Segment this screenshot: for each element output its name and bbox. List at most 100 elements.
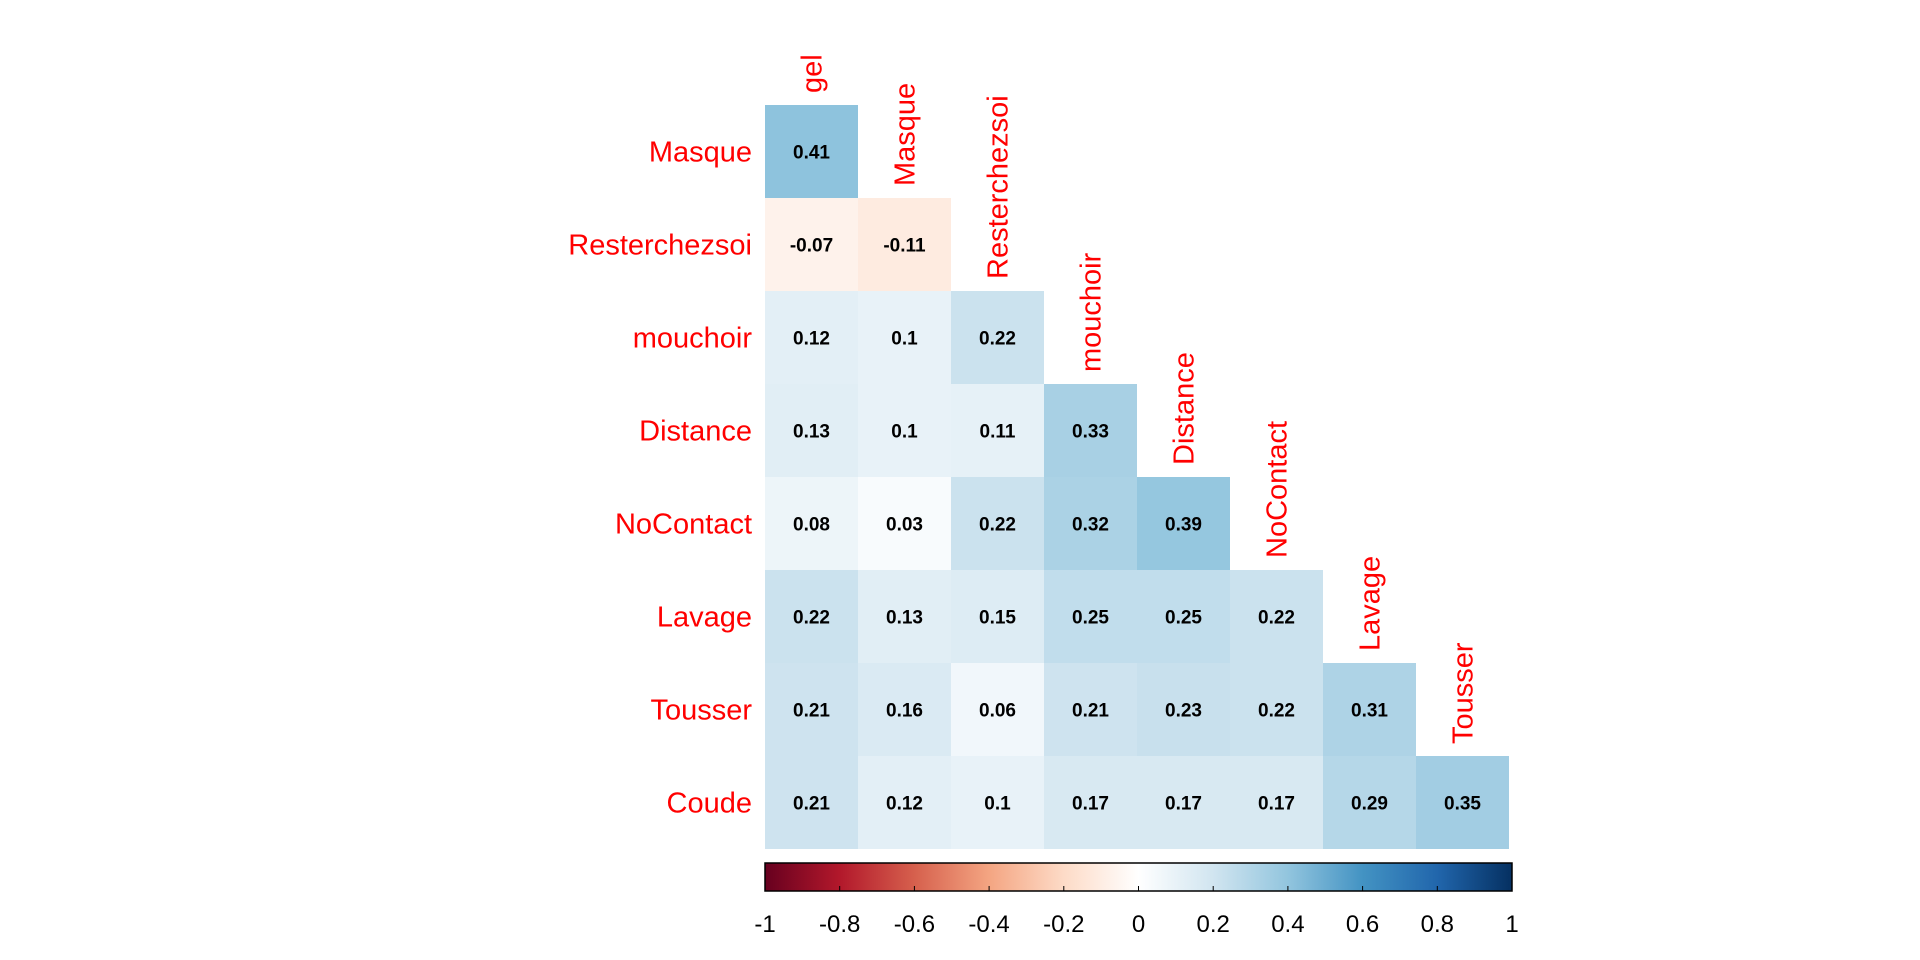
- cell-value-label: 0.17: [1165, 794, 1202, 815]
- cell-value-label: 0.33: [1072, 422, 1109, 443]
- row-label-mouchoir: mouchoir: [633, 323, 753, 355]
- heatmap-cell-Distance-Masque: [858, 384, 951, 477]
- cell-value-label: 0.35: [1444, 794, 1481, 815]
- colorbar-tick-label: -0.2: [1043, 911, 1084, 938]
- cell-value-label: 0.08: [793, 515, 830, 536]
- column-label-Distance: Distance: [1169, 352, 1201, 465]
- heatmap-cell-Tousser-mouchoir: [1044, 663, 1137, 756]
- row-label-Tousser: Tousser: [650, 695, 752, 727]
- cell-value-label: 0.39: [1165, 515, 1202, 536]
- cell-value-label: 0.16: [886, 701, 923, 722]
- cell-value-label: 0.22: [1258, 608, 1295, 629]
- heatmap-cell-NoContact-gel: [765, 477, 858, 570]
- column-label-gel: gel: [797, 54, 829, 93]
- heatmap-cell-mouchoir-Resterchezsoi: [951, 291, 1044, 384]
- cell-value-label: 0.03: [886, 515, 923, 536]
- column-label-Tousser: Tousser: [1448, 642, 1480, 744]
- colorbar-tick-label: 0: [1132, 911, 1145, 938]
- colorbar-tick-label: 0.8: [1421, 911, 1454, 938]
- column-label-Masque: Masque: [890, 83, 922, 186]
- cell-value-label: 0.25: [1072, 608, 1109, 629]
- column-label-Lavage: Lavage: [1355, 556, 1387, 651]
- heatmap-cell-NoContact-mouchoir: [1044, 477, 1137, 570]
- heatmap-cell-Lavage-NoContact: [1230, 570, 1323, 663]
- row-label-Distance: Distance: [639, 416, 752, 448]
- heatmap-cell-Tousser-Distance: [1137, 663, 1230, 756]
- heatmap-cell-Distance-mouchoir: [1044, 384, 1137, 477]
- row-label-Resterchezsoi: Resterchezsoi: [568, 230, 752, 262]
- cell-value-labels: 0.41 -0.07 -0.11 0.12 0.1 0.22 0.13 0.1 0.11 0.33…: [790, 143, 1482, 815]
- heatmap-cell-Distance-gel: [765, 384, 858, 477]
- row-labels: Masque Resterchezsoi mouchoir Distance NoCon…: [568, 137, 752, 820]
- column-label-Resterchezsoi: Resterchezsoi: [983, 95, 1015, 279]
- cell-value-label: 0.25: [1165, 608, 1202, 629]
- colorbar-tick-label: -0.8: [819, 911, 860, 938]
- heatmap-cell-Distance-Resterchezsoi: [951, 384, 1044, 477]
- heatmap-cell-Resterchezsoi-Masque: [858, 198, 951, 291]
- heatmap-cell-Coude-Distance: [1137, 756, 1230, 849]
- heatmap-cell-Coude-mouchoir: [1044, 756, 1137, 849]
- colorbar-tick-label: 0.4: [1271, 911, 1304, 938]
- heatmap-cell-Tousser-Resterchezsoi: [951, 663, 1044, 756]
- cell-value-label: 0.13: [886, 608, 923, 629]
- heatmap-cell-Tousser-gel: [765, 663, 858, 756]
- heatmap-cells: [765, 105, 1509, 849]
- colorbar-gradient: [764, 862, 1513, 892]
- cell-value-label: 0.12: [886, 794, 923, 815]
- cell-value-label: 0.12: [793, 329, 830, 350]
- cell-value-label: 0.31: [1351, 701, 1388, 722]
- colorbar-tick-label: -0.4: [968, 911, 1009, 938]
- cell-value-label: 0.17: [1258, 794, 1295, 815]
- cell-value-label: -0.11: [883, 236, 926, 257]
- cell-value-label: 0.11: [980, 422, 1016, 443]
- heatmap-cell-NoContact-Masque: [858, 477, 951, 570]
- cell-value-label: 0.1: [984, 794, 1011, 815]
- colorbar-tick-label: -0.6: [894, 911, 935, 938]
- heatmap-cell-mouchoir-Masque: [858, 291, 951, 384]
- cell-value-label: 0.21: [793, 701, 830, 722]
- row-label-Lavage: Lavage: [657, 602, 752, 634]
- colorbar: -1 -0.8 -0.6 -0.4 -0.2 0 0.2 0.4 0.6 0.8 1: [754, 862, 1519, 938]
- heatmap-cell-Coude-Masque: [858, 756, 951, 849]
- heatmap-cell-Coude-Resterchezsoi: [951, 756, 1044, 849]
- heatmap-cell-Resterchezsoi-gel: [765, 198, 858, 291]
- heatmap-cell-Coude-NoContact: [1230, 756, 1323, 849]
- heatmap-cell-Coude-gel: [765, 756, 858, 849]
- cell-value-label: 0.22: [793, 608, 830, 629]
- heatmap-cell-NoContact-Resterchezsoi: [951, 477, 1044, 570]
- column-labels: gel Masque Resterchezsoi mouchoir Distance No…: [797, 54, 1480, 744]
- cell-value-label: 0.22: [1258, 701, 1295, 722]
- cell-value-label: 0.41: [793, 143, 830, 164]
- heatmap-cell-Coude-Lavage: [1323, 756, 1416, 849]
- heatmap-cell-Lavage-Masque: [858, 570, 951, 663]
- heatmap-cell-Lavage-gel: [765, 570, 858, 663]
- row-label-Coude: Coude: [667, 788, 752, 820]
- heatmap-cell-Masque-gel: [765, 105, 858, 198]
- cell-value-label: 0.29: [1351, 794, 1388, 815]
- colorbar-tick-label: 1: [1505, 911, 1518, 938]
- cell-value-label: 0.21: [1072, 701, 1109, 722]
- heatmap-cell-Coude-Tousser: [1416, 756, 1509, 849]
- cell-value-label: 0.06: [979, 701, 1016, 722]
- heatmap-cell-Tousser-Masque: [858, 663, 951, 756]
- colorbar-tick-label: 0.2: [1197, 911, 1230, 938]
- cell-value-label: 0.15: [979, 608, 1016, 629]
- column-label-NoContact: NoContact: [1262, 421, 1294, 558]
- colorbar-tick-label: -1: [754, 911, 775, 938]
- heatmap-cell-Tousser-Lavage: [1323, 663, 1416, 756]
- heatmap-cell-Lavage-mouchoir: [1044, 570, 1137, 663]
- cell-value-label: 0.1: [891, 329, 918, 350]
- cell-value-label: 0.13: [793, 422, 830, 443]
- cell-value-label: 0.21: [793, 794, 830, 815]
- cell-value-label: 0.1: [891, 422, 918, 443]
- cell-value-label: 0.32: [1072, 515, 1109, 536]
- cell-value-label: 0.23: [1165, 701, 1202, 722]
- cell-value-label: 0.22: [979, 515, 1016, 536]
- cell-value-label: 0.17: [1072, 794, 1109, 815]
- heatmap-cell-NoContact-Distance: [1137, 477, 1230, 570]
- row-label-Masque: Masque: [649, 137, 752, 169]
- cell-value-label: 0.22: [979, 329, 1016, 350]
- heatmap-cell-mouchoir-gel: [765, 291, 858, 384]
- heatmap-cell-Lavage-Resterchezsoi: [951, 570, 1044, 663]
